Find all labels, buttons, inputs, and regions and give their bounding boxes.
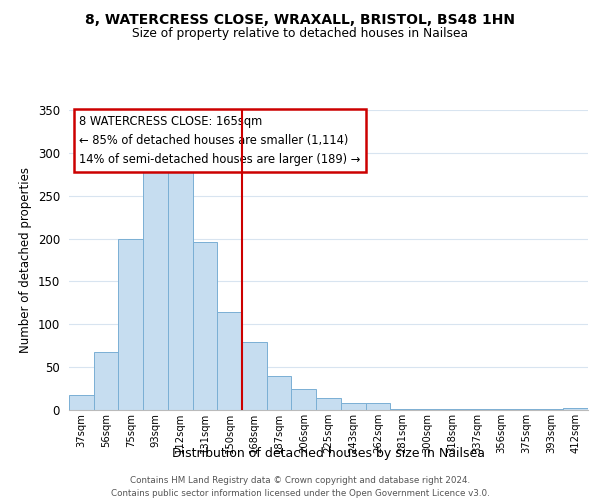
Bar bbox=[464, 409, 489, 410]
Text: Contains public sector information licensed under the Open Government Licence v3: Contains public sector information licen… bbox=[110, 489, 490, 498]
Text: 8, WATERCRESS CLOSE, WRAXALL, BRISTOL, BS48 1HN: 8, WATERCRESS CLOSE, WRAXALL, BRISTOL, B… bbox=[85, 12, 515, 26]
Bar bbox=[489, 409, 514, 410]
Text: Contains HM Land Registry data © Crown copyright and database right 2024.: Contains HM Land Registry data © Crown c… bbox=[130, 476, 470, 485]
Bar bbox=[563, 408, 588, 410]
Bar bbox=[242, 342, 267, 410]
Bar bbox=[341, 403, 365, 410]
Bar bbox=[94, 352, 118, 410]
Bar bbox=[193, 242, 217, 410]
Text: 8 WATERCRESS CLOSE: 165sqm
← 85% of detached houses are smaller (1,114)
14% of s: 8 WATERCRESS CLOSE: 165sqm ← 85% of deta… bbox=[79, 114, 361, 166]
Bar bbox=[69, 394, 94, 410]
Bar bbox=[440, 409, 464, 410]
Bar bbox=[365, 403, 390, 410]
Bar bbox=[292, 388, 316, 410]
Y-axis label: Number of detached properties: Number of detached properties bbox=[19, 167, 32, 353]
Bar bbox=[143, 172, 168, 410]
Bar bbox=[267, 376, 292, 410]
Bar bbox=[168, 172, 193, 410]
Bar bbox=[415, 409, 440, 410]
Bar bbox=[539, 409, 563, 410]
Bar bbox=[316, 398, 341, 410]
Bar bbox=[514, 409, 539, 410]
Bar bbox=[217, 312, 242, 410]
Text: Distribution of detached houses by size in Nailsea: Distribution of detached houses by size … bbox=[172, 448, 485, 460]
Text: Size of property relative to detached houses in Nailsea: Size of property relative to detached ho… bbox=[132, 28, 468, 40]
Bar bbox=[390, 409, 415, 410]
Bar bbox=[118, 238, 143, 410]
